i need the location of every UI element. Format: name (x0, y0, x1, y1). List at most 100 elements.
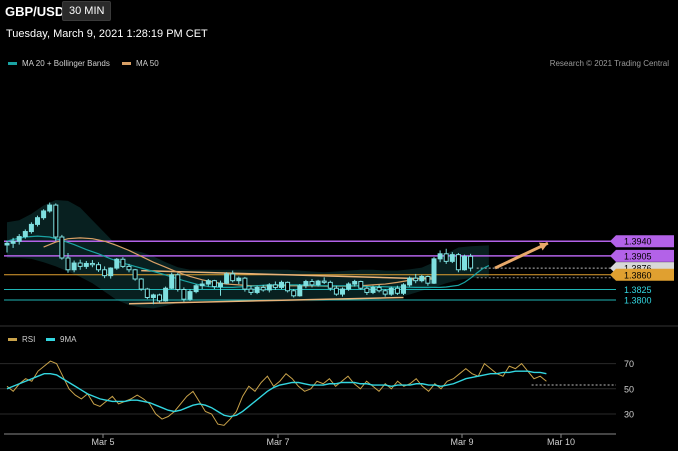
candle (364, 286, 370, 295)
candle-body (41, 210, 47, 219)
forecast-arrow (494, 241, 549, 270)
candle (120, 257, 126, 269)
candle (41, 209, 47, 220)
candle-body (10, 240, 16, 244)
candle-body (205, 280, 211, 285)
candle-body (437, 253, 443, 260)
candle-body (462, 255, 467, 271)
candle (346, 282, 352, 291)
candle-body (455, 254, 461, 271)
candle (193, 284, 199, 294)
candle-body (346, 283, 352, 290)
candle (333, 285, 339, 296)
candle-body (218, 282, 223, 288)
interval-selector[interactable]: 30 MIN (62, 1, 112, 21)
candle (47, 202, 53, 213)
candle (266, 283, 272, 293)
candle-body (4, 242, 10, 246)
candle-body (382, 290, 388, 295)
level-label: 1.3825 (624, 285, 652, 295)
x-tick-label: Mar 5 (91, 437, 114, 447)
candle (181, 287, 187, 302)
level-label: 1.3860 (624, 270, 652, 280)
bollinger-band-area (7, 200, 489, 309)
candle (10, 237, 16, 248)
candle (358, 280, 364, 290)
level-label: 1.3800 (624, 296, 652, 306)
candle-body (28, 223, 34, 233)
candle-body (364, 287, 370, 293)
candle (254, 285, 260, 295)
legend-label: MA 50 (136, 59, 159, 68)
candle (108, 267, 114, 279)
candle (126, 263, 132, 273)
candle-body (321, 280, 327, 283)
top-bar: GBP/USD 30 MIN (0, 0, 678, 22)
candle-body (279, 281, 284, 288)
candle-body (297, 285, 303, 297)
candle (340, 287, 345, 297)
candle-body (16, 236, 22, 242)
candle (309, 279, 315, 288)
rsi-tick: 30 (624, 410, 634, 420)
candle-body (407, 277, 413, 286)
level-label: 1.3876 (624, 264, 652, 274)
candle (28, 222, 34, 234)
candle-body (126, 265, 132, 271)
x-tick-label: Mar 10 (547, 437, 575, 447)
candle-body (333, 287, 339, 295)
candle-body (65, 257, 71, 271)
candle (388, 286, 394, 296)
candle-body (53, 204, 59, 238)
candle (150, 293, 156, 305)
candle (224, 272, 230, 285)
candle (303, 279, 309, 289)
candle (22, 229, 28, 239)
legend-ma50: MA 50 (122, 59, 159, 68)
candle-body (272, 284, 278, 288)
legend-swatch (8, 338, 17, 342)
candle (425, 275, 431, 286)
level-label: 1.3940 (624, 237, 652, 247)
candle (248, 285, 254, 295)
candle-body (376, 286, 382, 292)
candle-body (89, 262, 95, 266)
candle (468, 253, 474, 272)
candle (382, 289, 388, 297)
candle-body (211, 280, 217, 288)
candle (114, 258, 120, 270)
candle-body (199, 283, 205, 287)
candle-body (108, 267, 114, 277)
candle-body (59, 236, 65, 259)
candle (437, 250, 443, 263)
candle-body (394, 287, 400, 294)
candle-body (352, 281, 358, 285)
candle (260, 284, 266, 292)
candle (175, 273, 181, 292)
candle (315, 279, 321, 287)
candle-body (449, 254, 455, 262)
candle-body (181, 289, 187, 300)
forecast-arrow-head (538, 242, 548, 251)
candle (199, 280, 205, 290)
rsi-tick: 50 (624, 384, 634, 394)
candle-body (291, 290, 297, 297)
candle (376, 284, 382, 293)
candle (187, 289, 193, 301)
candle (205, 279, 211, 287)
candle (169, 272, 175, 290)
candle (285, 281, 291, 293)
candle-body (443, 253, 449, 262)
candle-body (169, 274, 175, 289)
level-label-box (610, 235, 674, 248)
candle-body (413, 277, 419, 282)
candle-body (309, 281, 315, 286)
candle-body (193, 285, 199, 293)
candle-body (242, 277, 248, 290)
candle (83, 260, 89, 269)
level-label-box (610, 268, 674, 281)
candle (65, 252, 71, 273)
candle-body (315, 280, 321, 286)
legend-rsi-ma: 9MA (46, 335, 76, 344)
